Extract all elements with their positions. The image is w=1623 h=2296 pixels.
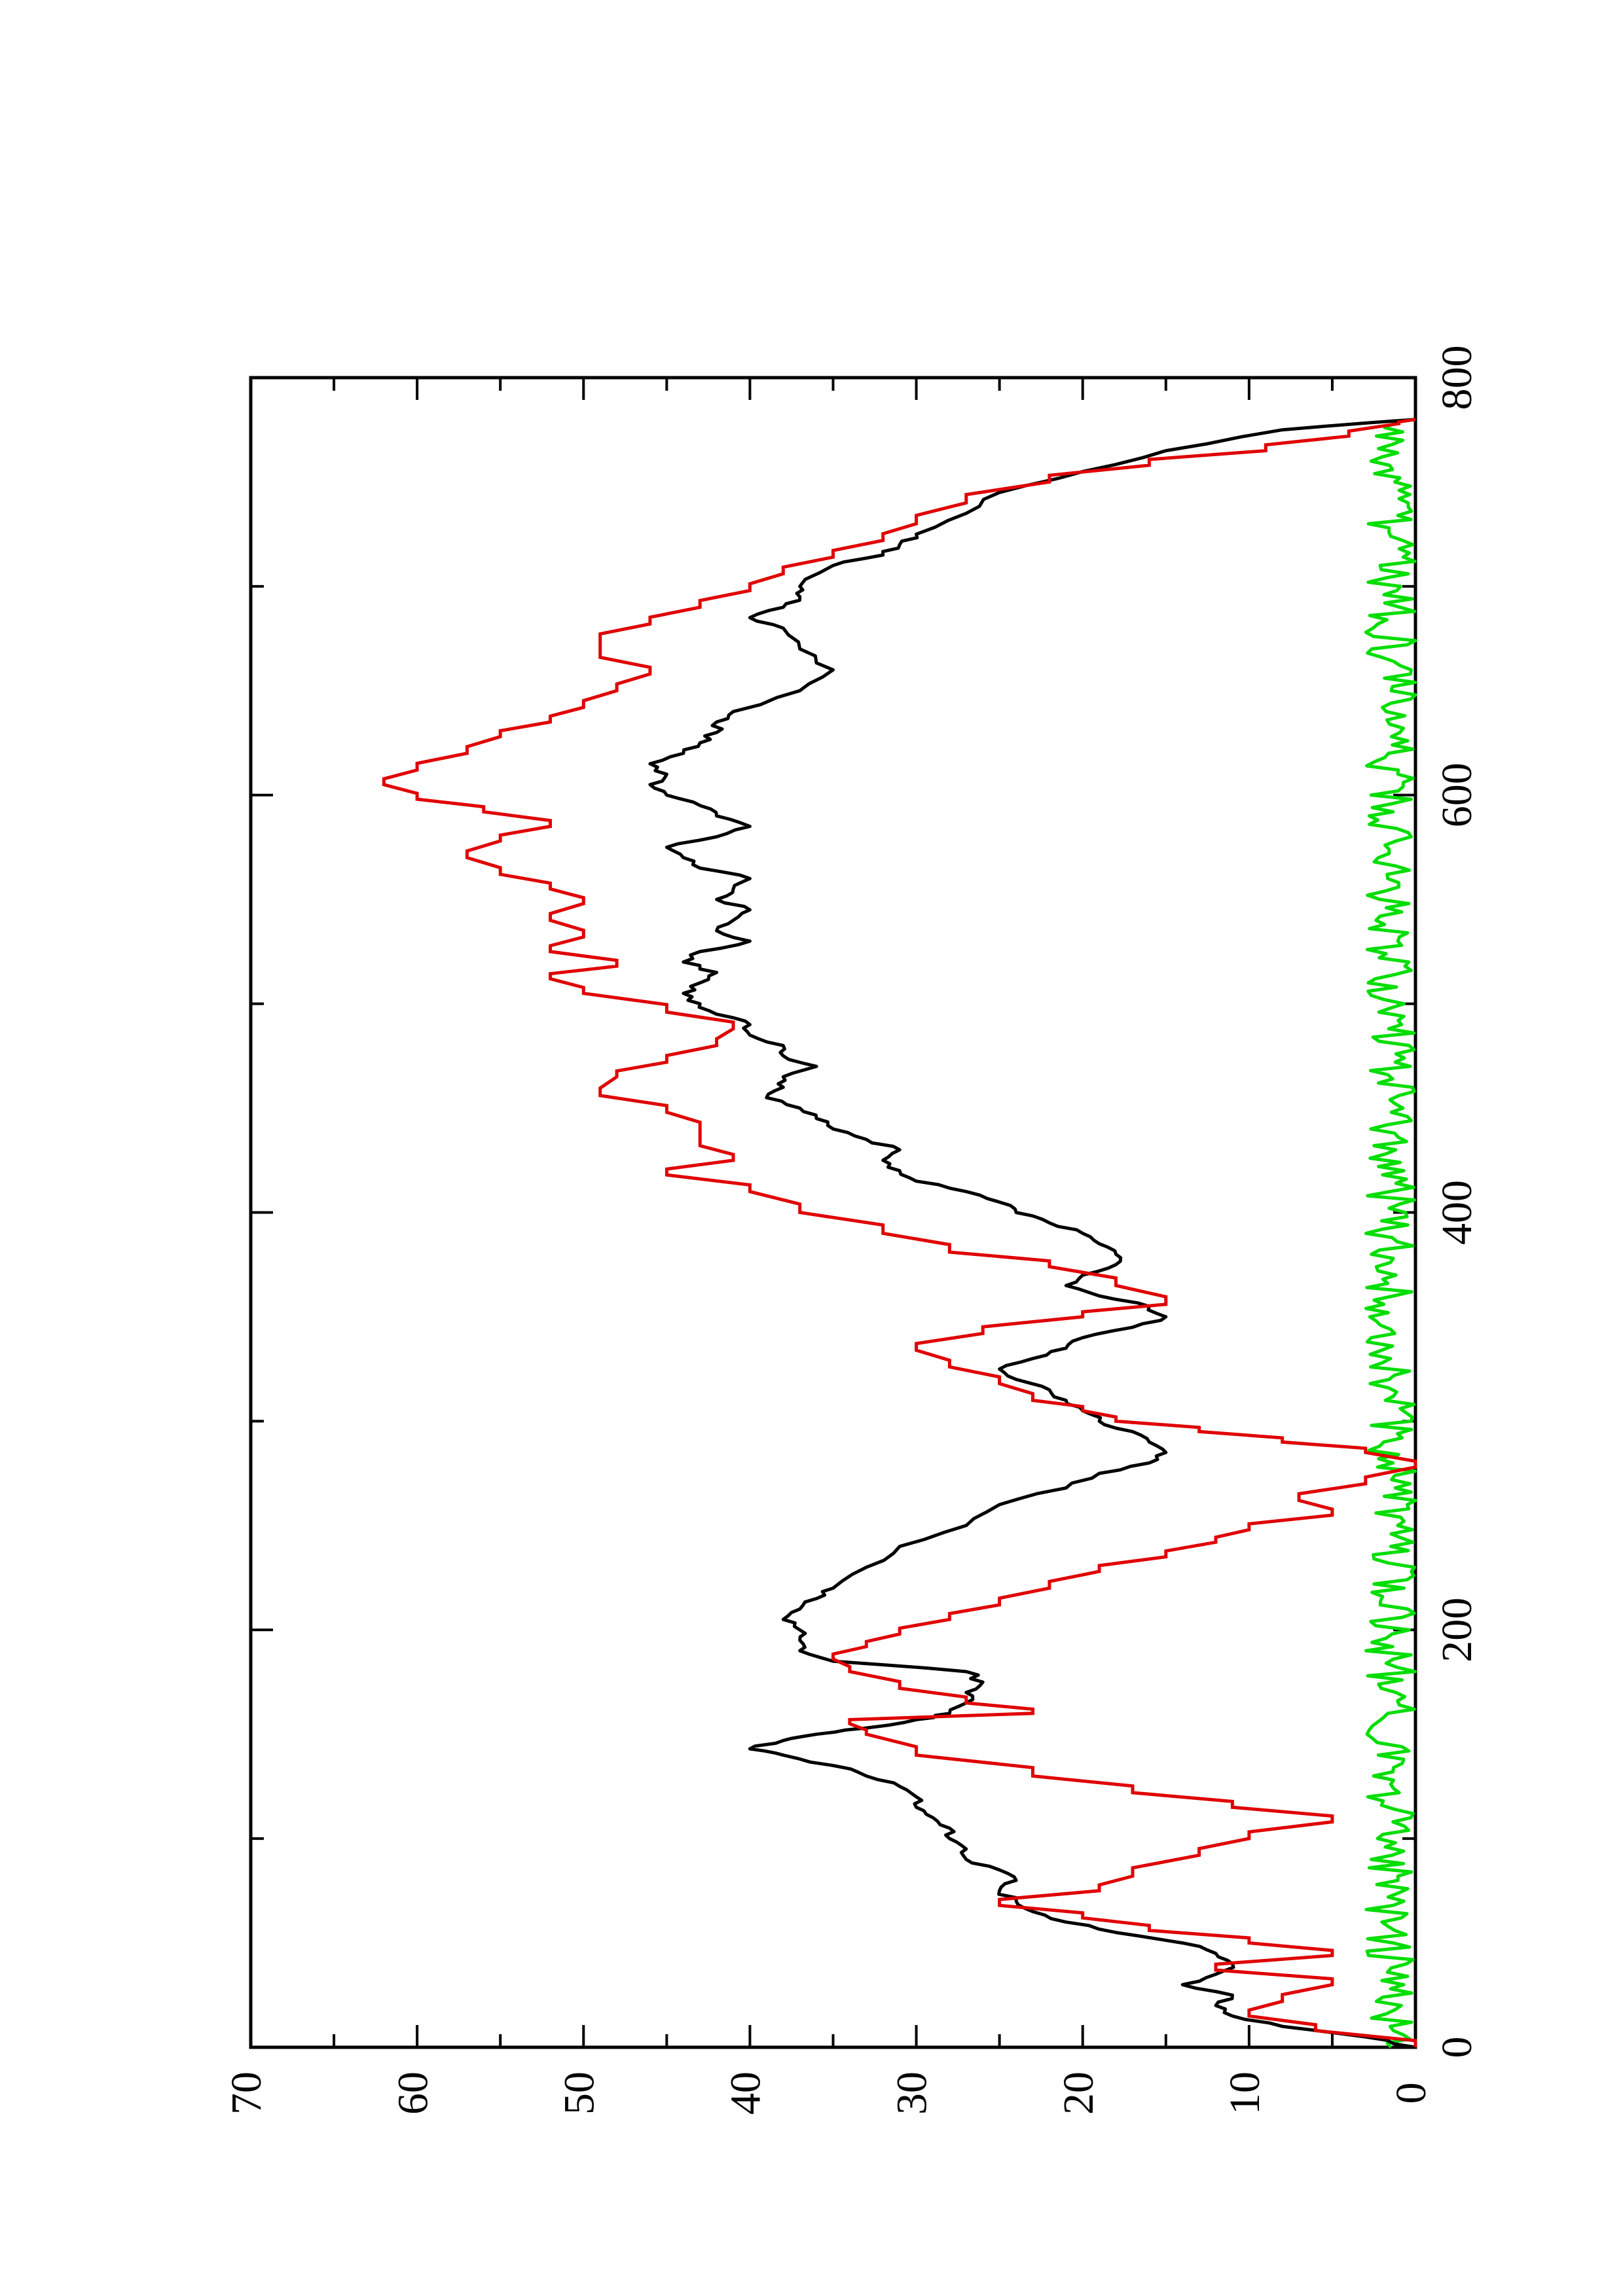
x-tick-label: 0 (1433, 2037, 1481, 2058)
y-tick-label: 40 (722, 2072, 770, 2115)
labels-layer: 0 200 400 600 800 0 10 20 30 40 50 60 70 (223, 346, 1481, 2115)
series-red-line (382, 418, 1417, 2047)
y-tick-label: 50 (555, 2072, 603, 2115)
x-tick-label: 200 (1433, 1598, 1481, 1662)
x-tick-label: 400 (1433, 1180, 1481, 1245)
plot-frame (249, 376, 1417, 2049)
y-tick-label: 0 (1387, 2083, 1435, 2104)
series-layer (382, 418, 1417, 2049)
y-tick-label: 10 (1221, 2072, 1269, 2115)
y-tick-label: 20 (1055, 2072, 1103, 2115)
minor-ticks (251, 378, 1415, 2047)
x-tick-label: 800 (1433, 346, 1481, 410)
y-tick-label: 70 (223, 2072, 270, 2115)
y-tick-label: 30 (888, 2072, 936, 2115)
major-ticks (249, 376, 1417, 2049)
y-tick-label: 60 (389, 2072, 437, 2115)
series-green-line (1364, 418, 1417, 2049)
series-black-line (648, 418, 1416, 2049)
x-tick-label: 600 (1433, 762, 1481, 827)
